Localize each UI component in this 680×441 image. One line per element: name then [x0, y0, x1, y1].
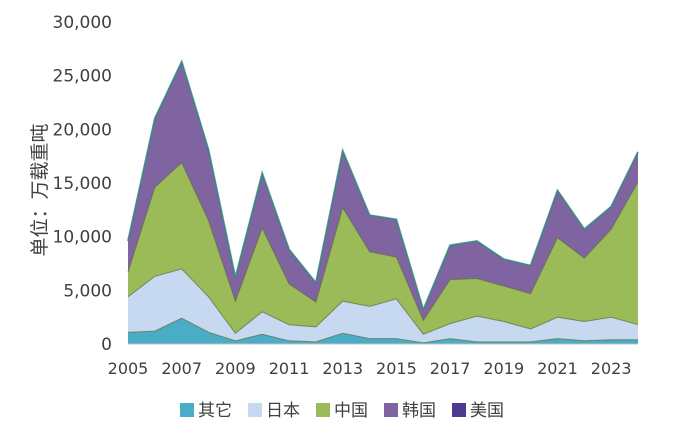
- x-tick-label: 2023: [591, 359, 632, 378]
- legend-item: 美国: [452, 401, 504, 421]
- x-tick-label: 2007: [161, 359, 202, 378]
- legend-swatch: [180, 403, 194, 417]
- legend-label: 美国: [470, 401, 504, 421]
- legend-item: 日本: [248, 401, 300, 421]
- x-axis-ticks: 2005 2007 2009 2011 2013 2015 2017 2019 2021 2023: [108, 359, 632, 378]
- legend-item: 其它: [180, 401, 232, 421]
- x-tick-label: 2015: [376, 359, 417, 378]
- legend: 其它 日本 中国 韩国 美国: [180, 401, 504, 421]
- y-tick-label: 5,000: [63, 281, 112, 301]
- y-axis-ticks: 0 5,000 10,000 15,000 20,000 25,000 30,000: [53, 13, 112, 355]
- area-outline-group: [127, 58, 639, 344]
- area-series-0: [128, 318, 638, 344]
- area-series-group: [128, 61, 638, 344]
- area-outline-0: [127, 317, 638, 344]
- legend-label: 韩国: [402, 401, 436, 421]
- y-tick-label: 10,000: [53, 228, 112, 248]
- legend-label: 中国: [334, 401, 368, 421]
- area-series-1: [128, 268, 638, 343]
- x-tick-label: 2013: [322, 359, 363, 378]
- y-tick-label: 0: [101, 335, 112, 355]
- x-tick-label: 2011: [269, 359, 310, 378]
- legend-item: 韩国: [384, 401, 436, 421]
- area-outline-1: [127, 268, 639, 335]
- area-outline-2: [127, 161, 639, 322]
- y-tick-label: 25,000: [53, 67, 112, 87]
- y-axis-label: 单位：万载重吨: [29, 123, 51, 256]
- legend-swatch: [452, 403, 466, 417]
- y-tick-label: 20,000: [53, 120, 112, 140]
- legend-item: 中国: [316, 401, 368, 421]
- x-tick-label: 2021: [537, 359, 578, 378]
- legend-swatch: [316, 403, 330, 417]
- legend-swatch: [384, 403, 398, 417]
- legend-swatch: [248, 403, 262, 417]
- area-outline-4: [127, 58, 639, 313]
- legend-label: 日本: [266, 401, 300, 421]
- legend-label: 其它: [198, 401, 232, 421]
- x-tick-label: 2019: [483, 359, 524, 378]
- y-tick-label: 30,000: [53, 13, 112, 33]
- y-tick-label: 15,000: [53, 174, 112, 194]
- area-series-2: [128, 162, 638, 335]
- x-tick-label: 2005: [108, 359, 149, 378]
- x-tick-label: 2009: [215, 359, 256, 378]
- x-tick-label: 2017: [430, 359, 471, 378]
- area-series-3: [128, 61, 638, 321]
